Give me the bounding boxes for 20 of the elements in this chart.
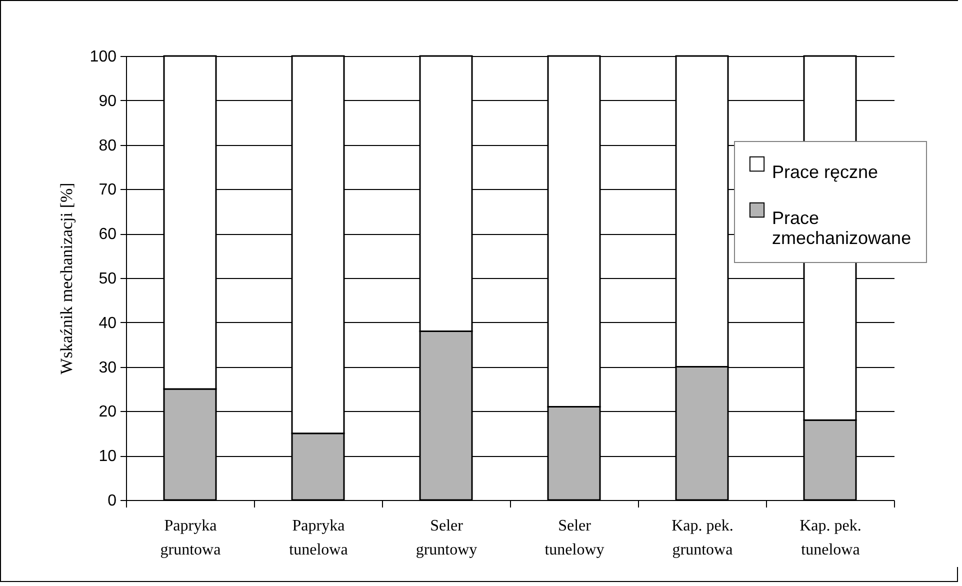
legend-label: Prace ręczne (772, 162, 878, 182)
y-tick-label: 60 (98, 226, 117, 244)
y-tick-label: 100 (90, 48, 117, 66)
y-tick-label: 0 (108, 492, 117, 510)
legend-label: Prace zmechanizowane (772, 208, 912, 248)
y-tick-label: 30 (98, 359, 117, 376)
x-tick-label: Seler gruntowy (416, 518, 478, 558)
y-tick-label: 20 (98, 404, 117, 421)
y-tick-label: 70 (98, 182, 117, 199)
x-tick-label: Kap. pek. gruntowa (672, 518, 734, 558)
x-tick-label: Kap. pek. tunelowa (800, 518, 862, 558)
x-tick-label: Seler tunelowy (544, 518, 604, 558)
x-tick-label: Papryka tunelowa (289, 518, 348, 558)
y-tick-label: 50 (98, 270, 117, 288)
y-tick-label: 80 (98, 137, 117, 154)
y-axis-title: Wskaźnik mechanizacji [%] (56, 182, 76, 374)
y-tick-label: 40 (98, 314, 117, 332)
y-tick-label: 10 (98, 448, 117, 466)
y-tick-label: 90 (98, 92, 117, 110)
x-tick-label: Papryka gruntowa (160, 518, 221, 558)
